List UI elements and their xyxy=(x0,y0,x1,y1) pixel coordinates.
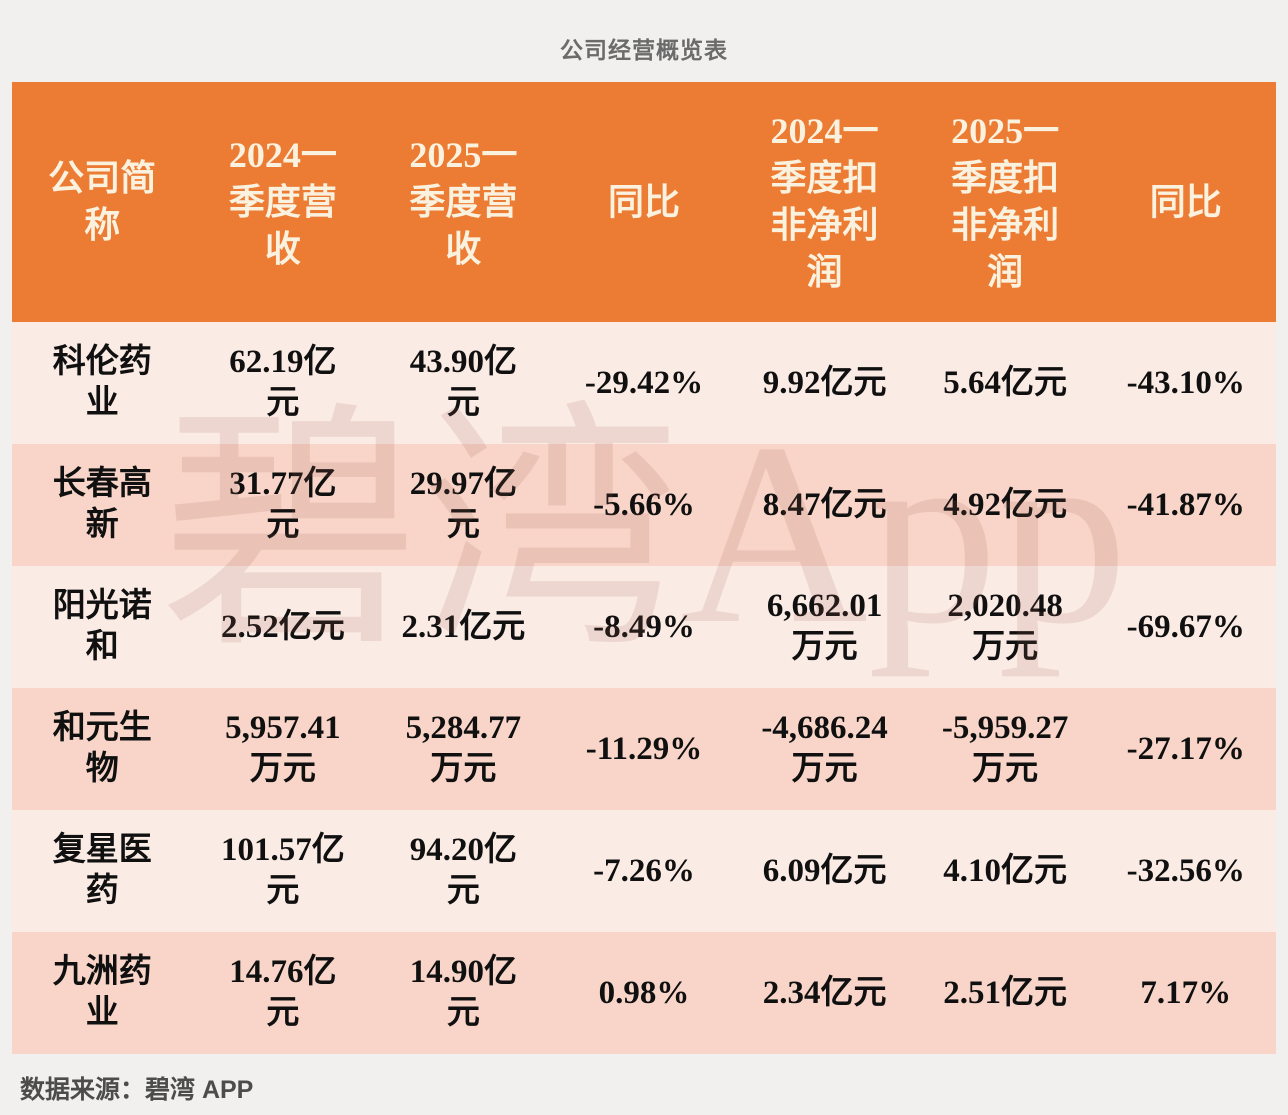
revenue-2024-cell: 5,957.41 万元 xyxy=(225,710,341,787)
yoy-revenue-cell: -8.49% xyxy=(593,608,695,645)
yoy-profit-cell: -69.67% xyxy=(1126,608,1245,645)
profit-2024-cell: 6.09亿元 xyxy=(762,852,887,889)
company-name-cell: 长春高 新 xyxy=(52,466,152,543)
profit-2025-cell: 4.10亿元 xyxy=(943,852,1067,889)
revenue-2025-cell: 5,284.77 万元 xyxy=(405,710,522,787)
table-row-yangguang: 阳光诺 和 2.52亿元 2.31亿元 -8.49% 6,662.01 万元 2… xyxy=(12,566,1276,688)
revenue-2025-cell: 43.90亿 元 xyxy=(409,344,518,421)
table-row-jiuzhou: 九洲药 业 14.76亿 元 14.90亿 元 0.98% 2.34亿元 2.5… xyxy=(12,932,1276,1054)
page-title: 公司经营概览表 xyxy=(560,37,728,63)
header-cell-yoy-profit: 同比 xyxy=(1149,181,1222,222)
header-cell-2024-q1-net-profit: 2024一 季度扣 非净利 润 xyxy=(770,111,879,292)
table-header-row: 公司简 称 2024一 季度营 收 2025一 季度营 收 同比 2024一 季… xyxy=(12,82,1276,322)
overview-table: 公司简 称 2024一 季度营 收 2025一 季度营 收 同比 2024一 季… xyxy=(12,82,1276,1054)
revenue-2025-cell: 29.97亿 元 xyxy=(409,466,518,543)
yoy-revenue-cell: -29.42% xyxy=(584,364,704,401)
profit-2024-cell: 6,662.01 万元 xyxy=(766,588,883,665)
revenue-2025-cell: 14.90亿 元 xyxy=(409,954,518,1031)
profit-2025-cell: 4.92亿元 xyxy=(943,486,1067,523)
revenue-2025-cell: 2.31亿元 xyxy=(401,608,526,645)
yoy-profit-cell: -27.17% xyxy=(1126,730,1245,767)
profit-2024-cell: 2.34亿元 xyxy=(762,974,887,1011)
company-name-cell: 复星医 药 xyxy=(52,832,152,909)
header-cell-yoy-revenue: 同比 xyxy=(607,181,680,222)
company-name-cell: 九洲药 业 xyxy=(52,954,152,1031)
company-name-cell: 和元生 物 xyxy=(52,710,152,787)
profit-2024-cell: -4,686.24 万元 xyxy=(761,710,888,787)
profit-2025-cell: 5.64亿元 xyxy=(943,364,1067,401)
revenue-2024-cell: 101.57亿 元 xyxy=(220,832,345,909)
revenue-2024-cell: 14.76亿 元 xyxy=(229,954,337,1031)
yoy-revenue-cell: 0.98% xyxy=(598,974,690,1011)
header-cell-company: 公司简 称 xyxy=(48,158,157,245)
profit-2025-cell: 2.51亿元 xyxy=(943,974,1067,1011)
header-cell-2025-q1-net-profit: 2025一 季度扣 非净利 润 xyxy=(951,111,1060,292)
yoy-profit-cell: -32.56% xyxy=(1126,852,1245,889)
revenue-2024-cell: 31.77亿 元 xyxy=(229,466,337,543)
profit-2024-cell: 9.92亿元 xyxy=(762,364,887,401)
yoy-revenue-cell: -7.26% xyxy=(593,852,695,889)
table-row-fuxing: 复星医 药 101.57亿 元 94.20亿 元 -7.26% 6.09亿元 4… xyxy=(12,810,1276,932)
profit-2025-cell: -5,959.27 万元 xyxy=(941,710,1069,787)
company-name-cell: 阳光诺 和 xyxy=(52,588,152,665)
data-source: 数据来源：碧湾 APP xyxy=(20,1076,254,1104)
yoy-profit-cell: -41.87% xyxy=(1126,486,1245,523)
yoy-revenue-cell: -11.29% xyxy=(585,730,703,767)
profit-2024-cell: 8.47亿元 xyxy=(762,486,887,523)
profit-2025-cell: 2,020.48 万元 xyxy=(947,588,1063,665)
table-row-changchun: 长春高 新 31.77亿 元 29.97亿 元 -5.66% 8.47亿元 4.… xyxy=(12,444,1276,566)
yoy-revenue-cell: -5.66% xyxy=(593,486,695,523)
header-cell-2024-q1-revenue: 2024一 季度营 收 xyxy=(228,134,337,269)
header-cell-2025-q1-revenue: 2025一 季度营 收 xyxy=(409,134,518,269)
yoy-profit-cell: -43.10% xyxy=(1126,364,1245,401)
table-row-heyuan: 和元生 物 5,957.41 万元 5,284.77 万元 -11.29% -4… xyxy=(12,688,1276,810)
revenue-2025-cell: 94.20亿 元 xyxy=(409,832,518,909)
revenue-2024-cell: 2.52亿元 xyxy=(220,608,345,645)
revenue-2024-cell: 62.19亿 元 xyxy=(229,344,337,421)
company-name-cell: 科伦药 业 xyxy=(52,344,152,421)
table-row-kelun: 科伦药 业 62.19亿 元 43.90亿 元 -29.42% 9.92亿元 5… xyxy=(12,322,1276,444)
yoy-profit-cell: 7.17% xyxy=(1140,974,1232,1011)
